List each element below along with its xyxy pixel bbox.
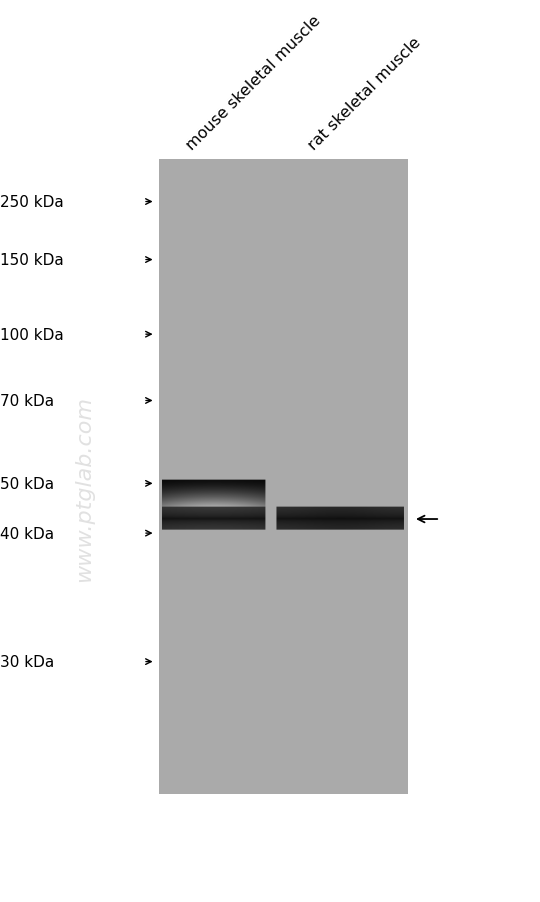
Text: www.ptglab.com: www.ptglab.com xyxy=(73,395,94,581)
Text: 50 kDa: 50 kDa xyxy=(0,476,54,492)
Text: mouse skeletal muscle: mouse skeletal muscle xyxy=(184,13,324,152)
Text: 150 kDa: 150 kDa xyxy=(0,253,64,268)
Text: 40 kDa: 40 kDa xyxy=(0,526,54,541)
Text: 70 kDa: 70 kDa xyxy=(0,393,54,409)
Text: 100 kDa: 100 kDa xyxy=(0,327,64,342)
Text: 250 kDa: 250 kDa xyxy=(0,195,64,210)
Bar xyxy=(159,161,408,795)
Text: 30 kDa: 30 kDa xyxy=(0,654,54,669)
Text: rat skeletal muscle: rat skeletal muscle xyxy=(305,34,423,152)
